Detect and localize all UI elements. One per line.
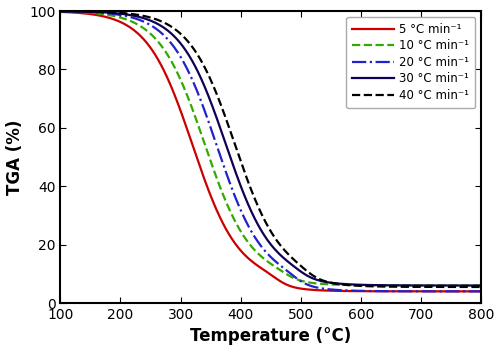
10 °C min⁻¹ (58, 9, 64, 14)
Legend: 5 °C min⁻¹, 10 °C min⁻¹, 20 °C min⁻¹, 30 °C min⁻¹, 40 °C min⁻¹: 5 °C min⁻¹, 10 °C min⁻¹, 20 °C min⁻¹, 30… (346, 17, 476, 108)
10 °C min⁻¹ (218, 189, 224, 193)
5 °C min⁻¹ (218, 219, 224, 223)
5 °C min⁻¹ (237, 247, 243, 252)
20 °C min⁻¹ (424, 289, 430, 293)
Line: 10 °C min⁻¹: 10 °C min⁻¹ (60, 12, 482, 285)
5 °C min⁻¹ (424, 289, 430, 293)
30 °C min⁻¹ (106, 11, 112, 15)
10 °C min⁻¹ (130, 20, 136, 24)
5 °C min⁻¹ (478, 289, 484, 293)
20 °C min⁻¹ (470, 289, 476, 293)
30 °C min⁻¹ (470, 283, 476, 287)
20 °C min⁻¹ (237, 206, 243, 211)
Line: 30 °C min⁻¹: 30 °C min⁻¹ (60, 11, 482, 285)
40 °C min⁻¹ (130, 12, 136, 16)
Line: 5 °C min⁻¹: 5 °C min⁻¹ (60, 12, 482, 291)
Line: 20 °C min⁻¹: 20 °C min⁻¹ (60, 11, 482, 291)
20 °C min⁻¹ (218, 158, 224, 162)
20 °C min⁻¹ (106, 11, 112, 15)
10 °C min⁻¹ (478, 283, 484, 287)
5 °C min⁻¹ (106, 15, 112, 20)
40 °C min⁻¹ (478, 285, 484, 289)
40 °C min⁻¹ (470, 285, 476, 289)
40 °C min⁻¹ (58, 9, 64, 13)
30 °C min⁻¹ (58, 9, 64, 13)
40 °C min⁻¹ (237, 157, 243, 161)
Line: 40 °C min⁻¹: 40 °C min⁻¹ (60, 11, 482, 287)
30 °C min⁻¹ (130, 14, 136, 18)
10 °C min⁻¹ (424, 283, 430, 287)
5 °C min⁻¹ (470, 289, 476, 293)
10 °C min⁻¹ (237, 228, 243, 232)
40 °C min⁻¹ (218, 105, 224, 109)
40 °C min⁻¹ (106, 10, 112, 14)
10 °C min⁻¹ (470, 283, 476, 287)
40 °C min⁻¹ (424, 285, 430, 289)
5 °C min⁻¹ (58, 10, 64, 14)
30 °C min⁻¹ (478, 283, 484, 287)
20 °C min⁻¹ (130, 16, 136, 20)
30 °C min⁻¹ (424, 283, 430, 287)
5 °C min⁻¹ (130, 28, 136, 32)
20 °C min⁻¹ (478, 289, 484, 293)
10 °C min⁻¹ (106, 13, 112, 17)
30 °C min⁻¹ (218, 130, 224, 134)
30 °C min⁻¹ (237, 182, 243, 186)
X-axis label: Temperature (°C): Temperature (°C) (190, 327, 352, 345)
Y-axis label: TGA (%): TGA (%) (6, 119, 24, 195)
20 °C min⁻¹ (58, 9, 64, 13)
